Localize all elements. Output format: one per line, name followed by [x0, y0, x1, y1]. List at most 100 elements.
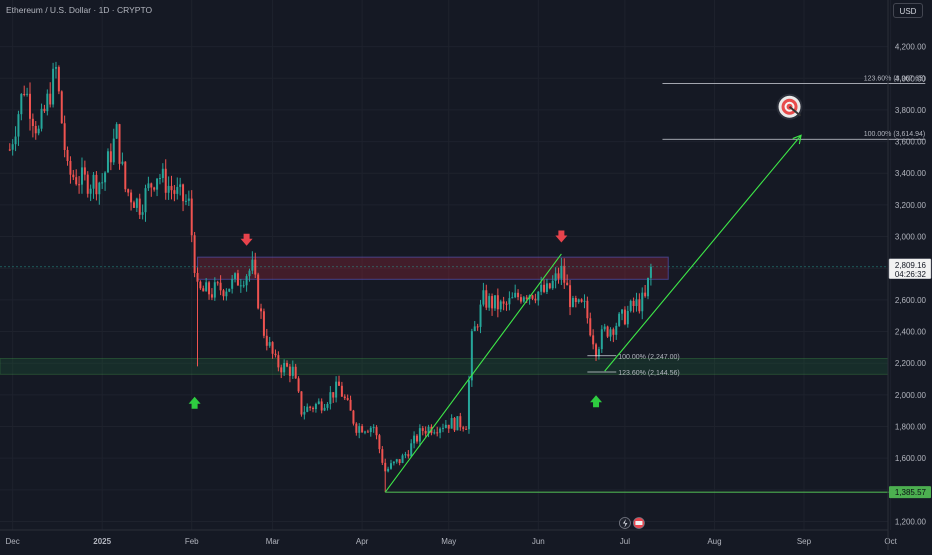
candle-body — [26, 93, 29, 95]
candle-body — [462, 427, 465, 429]
candle-body — [182, 184, 185, 202]
candle-body — [635, 299, 638, 307]
x-tick-label: Sep — [797, 537, 812, 546]
candle-body — [502, 301, 505, 304]
candle-body — [236, 273, 239, 286]
candle-body — [352, 410, 355, 424]
y-tick-label: 1,800.00 — [895, 423, 927, 432]
candle-body — [384, 462, 387, 472]
x-tick-label: Feb — [185, 537, 199, 546]
candle-body — [395, 459, 398, 462]
candle-body — [467, 380, 470, 430]
support-zone — [0, 358, 889, 375]
candle-body — [589, 318, 592, 336]
candle-body — [488, 296, 491, 308]
x-tick-label: May — [441, 537, 456, 546]
candle-body — [638, 299, 641, 312]
candle-body — [193, 235, 196, 273]
candle-body — [11, 144, 14, 150]
candle-body — [626, 310, 629, 325]
lightning-icon-glyph — [622, 519, 628, 528]
x-tick-label: Jul — [620, 537, 630, 546]
candle-body — [17, 114, 20, 137]
candle-body — [288, 366, 291, 376]
candle-body — [306, 406, 309, 412]
candle-body — [28, 93, 31, 119]
trend-line — [384, 253, 562, 493]
y-tick-label: 4,200.00 — [895, 43, 927, 52]
candle-body — [326, 403, 329, 408]
candle-body — [369, 427, 372, 433]
candle-body — [101, 182, 104, 184]
candle-body — [372, 427, 375, 429]
candle-body — [340, 385, 343, 397]
last-price-label: 2,809.16 — [895, 261, 927, 270]
candle-body — [265, 335, 268, 346]
candle-body — [499, 301, 502, 310]
fib-level-label: 100.00% (2,247.00) — [618, 354, 680, 361]
low-level-label: 1,385.57 — [895, 488, 927, 497]
candle-body — [392, 461, 395, 464]
candle-body — [216, 282, 219, 284]
candle-body — [600, 329, 603, 350]
candle-body — [144, 188, 147, 213]
candle-body — [436, 432, 439, 434]
candle-body — [606, 326, 609, 337]
candle-body — [647, 277, 650, 297]
candle-body — [130, 192, 133, 203]
candle-body — [491, 296, 494, 309]
candle-body — [283, 362, 286, 373]
candle-body — [421, 428, 424, 431]
candle-body — [242, 285, 245, 287]
x-tick-label: Mar — [266, 537, 280, 546]
candle-body — [560, 265, 563, 279]
candle-body — [176, 186, 179, 194]
candle-body — [375, 427, 378, 436]
candle-body — [150, 183, 153, 188]
candle-body — [46, 93, 49, 112]
low-level-tag — [889, 486, 931, 499]
candle-body — [554, 273, 557, 281]
candle-body — [138, 198, 141, 215]
candle-body — [112, 138, 115, 163]
candle-body — [583, 300, 586, 302]
candle-body — [332, 392, 335, 398]
candle-body — [545, 283, 548, 292]
candle-body — [104, 172, 107, 183]
candle-body — [329, 392, 332, 404]
y-tick-label: 3,200.00 — [895, 201, 927, 210]
candle-body — [115, 124, 118, 139]
candle-body — [251, 259, 254, 271]
candle-body — [222, 290, 225, 297]
candle-body — [40, 108, 43, 129]
candle-body — [453, 418, 456, 431]
candle-body — [52, 68, 55, 105]
candle-body — [245, 276, 248, 286]
candle-body — [37, 128, 40, 134]
fib-level-label: 123.60% (3,967.65) — [864, 75, 926, 82]
candle-body — [479, 304, 482, 327]
candle-body — [433, 432, 436, 434]
candle-body — [43, 108, 46, 112]
last-price-tag — [888, 258, 932, 280]
candle-body — [603, 326, 606, 330]
candle-body — [153, 187, 156, 190]
candle-body — [355, 423, 358, 433]
candle-body — [127, 189, 130, 193]
candle-body — [525, 297, 528, 299]
candle-body — [31, 118, 34, 126]
candle-body — [156, 178, 159, 190]
trend-line — [604, 134, 802, 372]
candle-body — [141, 212, 144, 215]
candle-body — [404, 454, 407, 456]
candle-body — [98, 182, 101, 195]
candle-body — [167, 185, 170, 193]
candle-body — [254, 259, 257, 275]
candle-body — [225, 291, 228, 297]
candle-body — [147, 183, 150, 189]
candle-body — [196, 272, 199, 282]
currency-button[interactable]: USD — [893, 3, 923, 18]
candle-body — [439, 428, 442, 433]
